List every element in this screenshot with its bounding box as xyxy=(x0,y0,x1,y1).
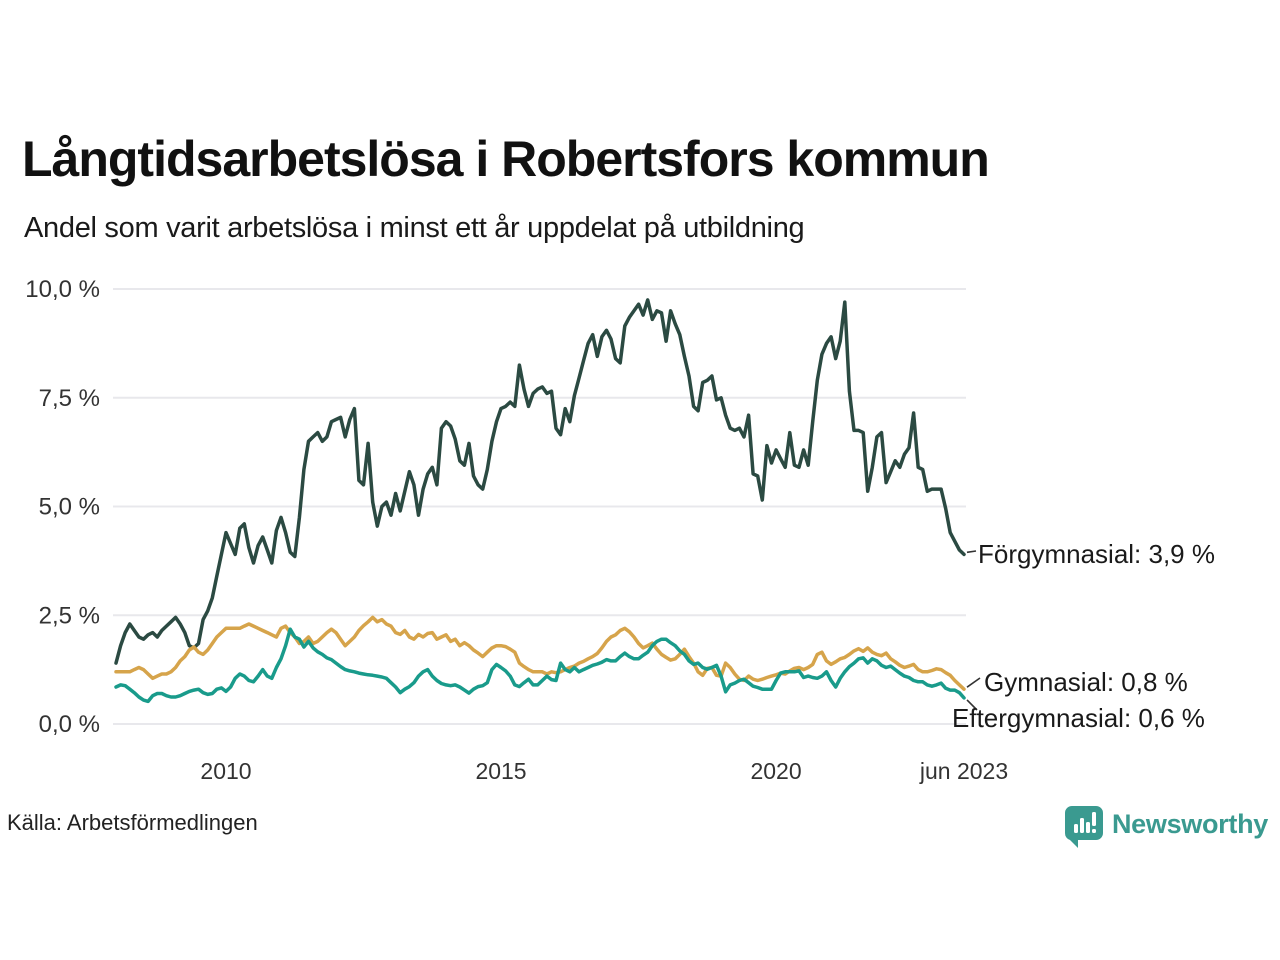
newsworthy-wordmark: Newsworthy xyxy=(1111,808,1268,839)
newsworthy-logo: Newsworthy xyxy=(1064,800,1268,848)
page-subtitle: Andel som varit arbetslösa i minst ett å… xyxy=(24,212,805,244)
series-line-frgymnasial xyxy=(114,298,966,665)
label-connector xyxy=(966,550,977,554)
label-connector xyxy=(966,699,978,711)
x-axis-tick-label: 2010 xyxy=(200,758,251,784)
x-axis-tick-label: 2020 xyxy=(750,758,801,784)
bar-chart-glyph xyxy=(1073,812,1096,833)
series-line-eftergymnasial xyxy=(114,627,966,704)
series-end-label-forgymnasial: Förgymnasial: 3,9 % xyxy=(978,539,1215,569)
label-connector xyxy=(966,677,981,688)
y-axis-tick-label: 7,5 % xyxy=(39,385,100,412)
series-line-gymnasial xyxy=(114,615,966,691)
source-note: Källa: Arbetsförmedlingen xyxy=(7,810,258,835)
newsworthy-logo-icon xyxy=(1064,806,1103,848)
y-axis-tick-label: 2,5 % xyxy=(39,602,100,629)
series-end-label-gymnasial: Gymnasial: 0,8 % xyxy=(984,667,1188,697)
y-axis-tick-label: 0,0 % xyxy=(39,711,100,738)
page-title: Långtidsarbetslösa i Robertsfors kommun xyxy=(22,131,990,187)
y-axis-tick-label: 5,0 % xyxy=(39,494,100,521)
y-axis-tick-label: 10,0 % xyxy=(25,276,100,303)
x-axis-tick-label: jun 2023 xyxy=(919,758,1008,784)
x-axis-tick-label: 2015 xyxy=(475,758,526,784)
series-end-label-eftergymnasial: Eftergymnasial: 0,6 % xyxy=(952,703,1205,733)
